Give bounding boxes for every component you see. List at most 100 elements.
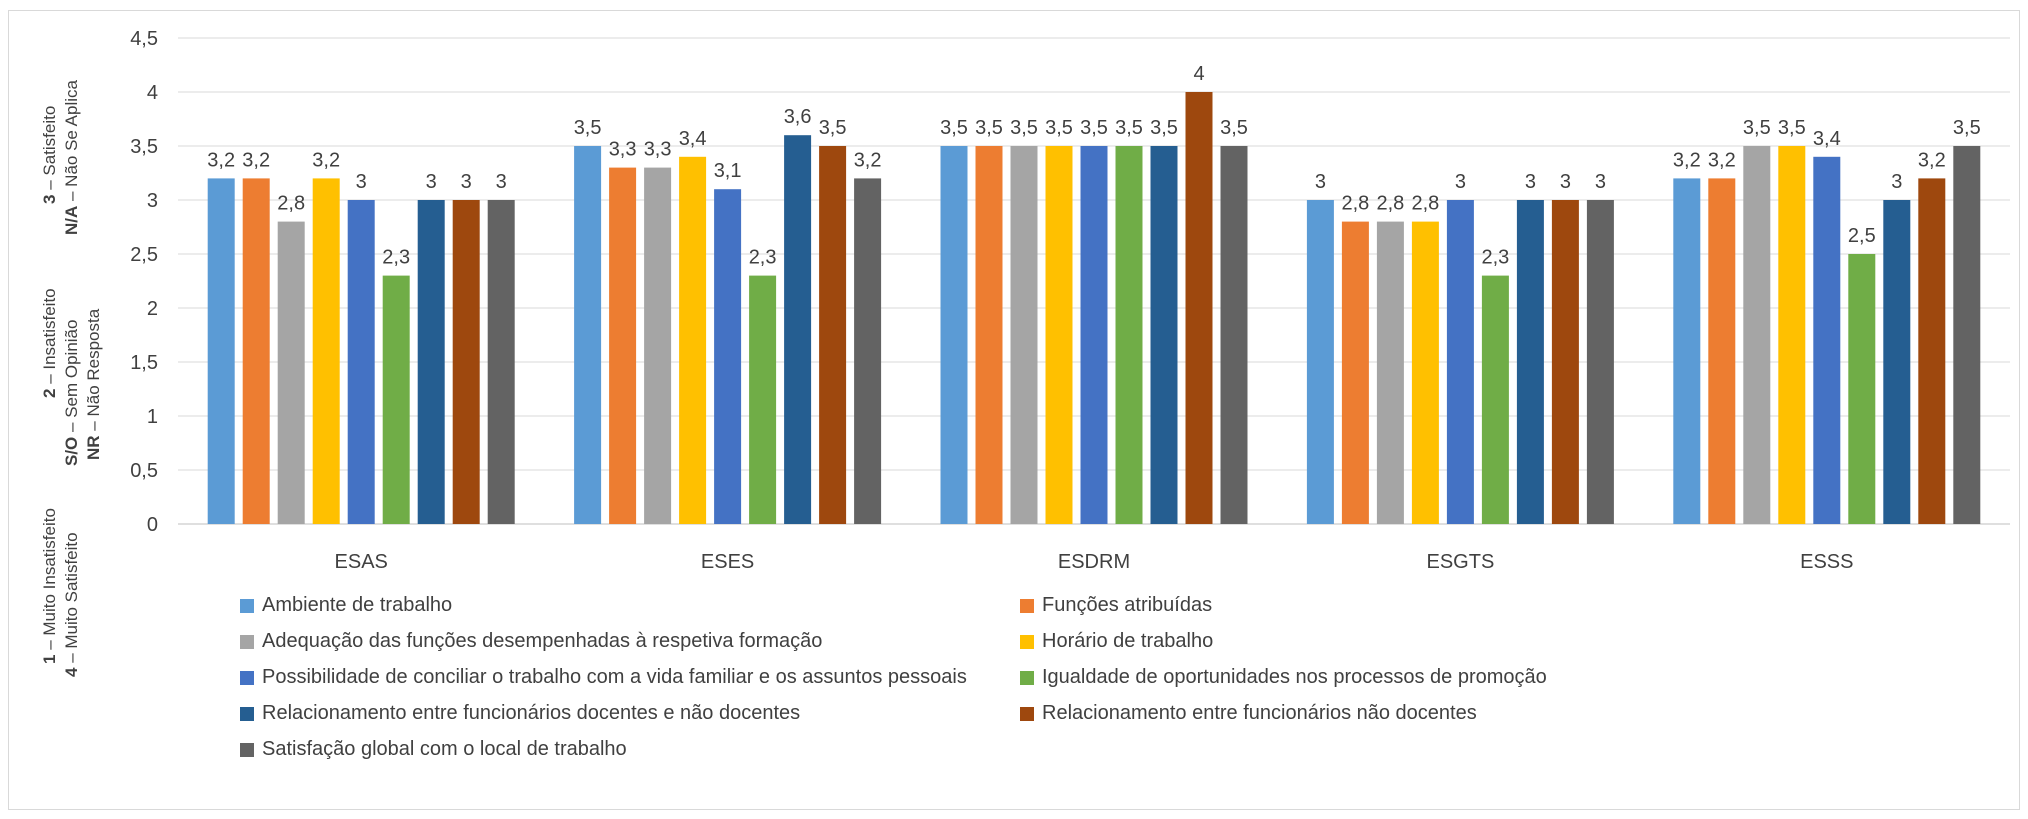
- legend-item: Ambiente de trabalho: [240, 594, 452, 617]
- y-side-label: NR – Não Resposta: [84, 308, 103, 460]
- bar: [574, 146, 602, 524]
- legend-label: Satisfação global com o local de trabalh…: [262, 738, 627, 760]
- bar: [679, 156, 707, 525]
- data-label: 3,5: [1953, 117, 1981, 139]
- data-label: 3,4: [679, 128, 707, 150]
- y-tick-label: 4: [147, 82, 158, 104]
- bar: [1778, 146, 1806, 524]
- data-label: 3,2: [854, 149, 882, 171]
- data-label: 3: [1315, 171, 1326, 193]
- y-side-label: 1 – Muito Insatisfeito: [40, 508, 59, 664]
- x-category-label: ESAS: [335, 551, 388, 573]
- bar: [1411, 221, 1439, 524]
- legend-swatch: [240, 634, 254, 649]
- bar: [749, 275, 777, 524]
- data-label: 3,5: [940, 117, 968, 139]
- bar: [382, 275, 410, 524]
- bar: [207, 178, 235, 524]
- data-label: 3: [461, 171, 472, 193]
- data-label: 3,2: [312, 149, 340, 171]
- data-label: 3: [1560, 171, 1571, 193]
- data-label: 3,5: [574, 117, 602, 139]
- y-tick-label: 0,5: [130, 460, 158, 482]
- bar: [1481, 275, 1509, 524]
- bar: [644, 167, 672, 524]
- bar: [1150, 146, 1178, 524]
- data-label: 4: [1193, 63, 1204, 85]
- data-label: 2,5: [1848, 225, 1876, 247]
- bar: [1115, 146, 1143, 524]
- bar: [1306, 200, 1334, 524]
- data-label: 3,5: [1115, 117, 1143, 139]
- bar: [784, 135, 812, 524]
- bar: [312, 178, 340, 524]
- y-tick-label: 4,5: [130, 28, 158, 50]
- y-side-label: 3 – Satisfeito: [40, 105, 59, 204]
- legend-swatch: [1020, 670, 1034, 685]
- bar: [609, 167, 637, 524]
- bar: [1848, 254, 1876, 524]
- data-label: 3,2: [207, 149, 235, 171]
- legend-item: Possibilidade de conciliar o trabalho co…: [240, 666, 967, 689]
- legend-label: Horário de trabalho: [1042, 630, 1214, 652]
- legend-item: Relacionamento entre funcionários docent…: [240, 702, 800, 725]
- legend-item: Adequação das funções desempenhadas à re…: [240, 630, 822, 653]
- x-category-label: ESDRM: [1058, 551, 1130, 573]
- data-label: 3,2: [1918, 149, 1946, 171]
- legend-item: Igualdade de oportunidades nos processos…: [1020, 666, 1547, 689]
- legend-item: Horário de trabalho: [1020, 630, 1213, 653]
- legend-item: Relacionamento entre funcionários não do…: [1020, 702, 1477, 725]
- bar: [452, 200, 480, 524]
- data-label: 3,6: [784, 106, 812, 128]
- bar: [1586, 200, 1614, 524]
- legend-swatch: [1020, 598, 1034, 613]
- data-label: 2,3: [749, 247, 777, 269]
- data-label: 3,5: [1743, 117, 1771, 139]
- data-label: 3,3: [644, 139, 672, 161]
- y-side-label: N/A – Não Se Aplica: [62, 80, 81, 235]
- data-label: 2,8: [1341, 193, 1369, 215]
- bar: [1813, 156, 1841, 525]
- data-label: 3: [1455, 171, 1466, 193]
- legend-label: Adequação das funções desempenhadas à re…: [262, 630, 823, 652]
- data-label: 2,8: [1411, 193, 1439, 215]
- bar: [1918, 178, 1946, 524]
- y-tick-label: 3,5: [130, 136, 158, 158]
- legend-item: Funções atribuídas: [1020, 594, 1212, 617]
- legend-item: Satisfação global com o local de trabalh…: [240, 738, 627, 761]
- bar: [1045, 146, 1073, 524]
- bar: [714, 189, 742, 524]
- bar: [1080, 146, 1108, 524]
- y-side-label: 2 – Insatisfeito: [40, 288, 59, 398]
- bar: [854, 178, 882, 524]
- y-side-label: 4 – Muito Satisfeito: [62, 532, 81, 677]
- data-label: 2,8: [1376, 193, 1404, 215]
- data-label: 3,2: [1708, 149, 1736, 171]
- x-category-label: ESES: [701, 551, 754, 573]
- data-label: 3,4: [1813, 128, 1841, 150]
- legend-swatch: [1020, 634, 1034, 649]
- data-label: 3,2: [242, 149, 270, 171]
- data-label: 3: [496, 171, 507, 193]
- legend-label: Possibilidade de conciliar o trabalho co…: [262, 666, 967, 688]
- bar: [1551, 200, 1579, 524]
- data-label: 3,5: [1220, 117, 1248, 139]
- bar: [487, 200, 515, 524]
- y-tick-label: 2,5: [130, 244, 158, 266]
- bar: [1883, 200, 1911, 524]
- bar: [1673, 178, 1701, 524]
- data-label: 3: [1525, 171, 1536, 193]
- data-label: 3,5: [1150, 117, 1178, 139]
- data-label: 3: [1595, 171, 1606, 193]
- legend-label: Igualdade de oportunidades nos processos…: [1042, 666, 1547, 688]
- data-label: 3,5: [819, 117, 847, 139]
- bar: [1446, 200, 1474, 524]
- data-label: 3,5: [1010, 117, 1038, 139]
- data-label: 2,3: [1481, 247, 1509, 269]
- legend-label: Relacionamento entre funcionários não do…: [1042, 702, 1477, 724]
- bar: [1708, 178, 1736, 524]
- legend-label: Ambiente de trabalho: [262, 594, 453, 616]
- bar: [1743, 146, 1771, 524]
- data-label: 3,1: [714, 160, 742, 182]
